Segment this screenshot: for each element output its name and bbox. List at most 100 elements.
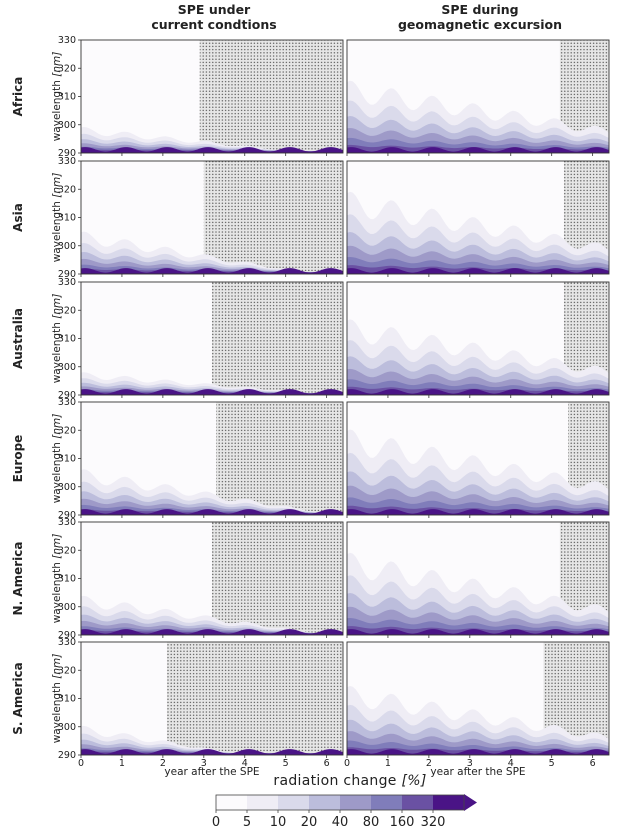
- seasonal-strip: [81, 509, 343, 515]
- colorbar-segment: [340, 795, 371, 810]
- y-tick-label: 290: [58, 390, 76, 401]
- colorbar-segment: [216, 795, 247, 810]
- colorbar-tick-label: 10: [270, 815, 287, 830]
- y-tick-label: 300: [58, 362, 76, 373]
- y-axis-label-text: wavelength: [51, 198, 63, 263]
- y-tick-label: 290: [58, 269, 76, 280]
- y-axis-label-text: wavelength: [51, 559, 63, 624]
- x-tick-label: 1: [385, 758, 391, 769]
- panel-n-america-excursion: [346, 521, 610, 638]
- panel-asia-excursion: [346, 160, 610, 277]
- y-tick-label: 310: [58, 454, 76, 465]
- panel-australia-current: 290 300 310 320 330 wavelength [nm] Australia: [11, 277, 344, 401]
- column-title-excursion-line1: SPE during: [441, 2, 519, 17]
- y-axis-label-text: wavelength: [51, 319, 63, 384]
- x-axis-label: year after the SPE: [430, 766, 525, 778]
- column-title-excursion: SPE during geomagnetic excursion: [350, 2, 610, 32]
- y-axis-label-unit: [nm]: [51, 52, 63, 77]
- y-axis-label-text: wavelength: [51, 77, 63, 142]
- y-tick-label: 310: [58, 334, 76, 345]
- x-tick-label: 0: [78, 758, 84, 769]
- colorbar-tick-label: 160: [390, 815, 415, 830]
- x-tick-label: 5: [549, 758, 555, 769]
- y-tick-label: 300: [58, 482, 76, 493]
- panel-frame: [346, 281, 610, 396]
- panel-plot-area: [81, 40, 343, 153]
- panel-s-america-excursion: 0 1 2 3 4 5 6 year after the SPE: [344, 641, 610, 778]
- y-axis-label: wavelength [nm]: [51, 414, 63, 504]
- colorbar-segment: [309, 795, 340, 810]
- panel-plot-area: [347, 522, 609, 635]
- panel-asia-current: 290 300 310 320 330 wavelength [nm] Asia: [11, 156, 344, 280]
- y-tick-label: 300: [58, 722, 76, 733]
- y-tick-label: 300: [58, 120, 76, 131]
- panel-plot-area: [81, 402, 343, 515]
- y-axis-label: wavelength [nm]: [51, 173, 63, 263]
- seasonal-strip: [347, 629, 609, 635]
- signal-region: [81, 40, 200, 153]
- panel-frame: [346, 641, 610, 756]
- y-axis-label-unit: [nm]: [51, 654, 63, 679]
- colorbar-tick-label: 0: [212, 815, 220, 830]
- y-tick-label: 320: [58, 184, 76, 195]
- seasonal-strip: [347, 509, 609, 515]
- x-axis-label: year after the SPE: [164, 766, 259, 778]
- y-tick-label: 290: [58, 630, 76, 641]
- y-tick-label: 330: [58, 35, 76, 46]
- panel-plot-area: [347, 402, 609, 515]
- panel-europe-excursion: [346, 401, 610, 518]
- seasonal-strip: [347, 268, 609, 274]
- column-title-current-line2: current condtions: [151, 17, 277, 32]
- panel-australia-excursion: [346, 281, 610, 398]
- x-tick-label: 5: [283, 758, 289, 769]
- y-tick-label: 330: [58, 156, 76, 167]
- panel-plot-area: [81, 161, 343, 274]
- panel-africa-excursion: [346, 39, 610, 156]
- panel-plot-area: [81, 642, 343, 755]
- y-tick-label: 330: [58, 637, 76, 648]
- colorbar-tick-label: 80: [363, 815, 380, 830]
- row-label: N. America: [11, 542, 25, 616]
- y-axis-label-text: wavelength: [51, 679, 63, 744]
- signal-region: [81, 282, 212, 395]
- seasonal-strip: [81, 268, 343, 274]
- y-tick-label: 310: [58, 574, 76, 585]
- y-axis-label: wavelength [nm]: [51, 294, 63, 384]
- seasonal-strip: [347, 389, 609, 395]
- y-tick-label: 300: [58, 602, 76, 613]
- x-tick-label: 1: [119, 758, 125, 769]
- y-axis-label: wavelength [nm]: [51, 52, 63, 142]
- colorbar-label: radiation change: [273, 773, 397, 789]
- y-tick-label: 330: [58, 277, 76, 288]
- y-tick-label: 290: [58, 510, 76, 521]
- x-tick-label: 3: [467, 758, 473, 769]
- colorbar-segment: [371, 795, 402, 810]
- colorbar-segment: [402, 795, 433, 810]
- x-tick-label: 6: [324, 758, 330, 769]
- x-tick-label: 6: [590, 758, 596, 769]
- colorbar: 0 5 10 20 40 80 160 320: [212, 794, 477, 830]
- colorbar-tick-label: 20: [301, 815, 318, 830]
- y-axis-label-unit: [nm]: [51, 173, 63, 198]
- y-axis-label-unit: [nm]: [51, 294, 63, 319]
- panel-frame: [346, 401, 610, 516]
- row-label: S. America: [11, 662, 25, 735]
- row-label: Africa: [11, 77, 25, 117]
- y-tick-label: 320: [58, 545, 76, 556]
- y-tick-label: 330: [58, 517, 76, 528]
- y-axis-label-unit: [nm]: [51, 534, 63, 559]
- colorbar-segment: [433, 795, 464, 810]
- seasonal-strip: [81, 749, 343, 755]
- panel-plot-area: [347, 40, 609, 153]
- y-tick-label: 320: [58, 305, 76, 316]
- x-tick-label: 2: [426, 758, 432, 769]
- x-tick-label: 2: [160, 758, 166, 769]
- column-title-current-line1: SPE under: [177, 2, 251, 17]
- colorbar-segment: [247, 795, 278, 810]
- row-label: Australia: [11, 308, 25, 369]
- panel-plot-area: [81, 522, 343, 635]
- y-tick-label: 310: [58, 92, 76, 103]
- y-tick-label: 310: [58, 213, 76, 224]
- x-tick-label: 4: [508, 758, 514, 769]
